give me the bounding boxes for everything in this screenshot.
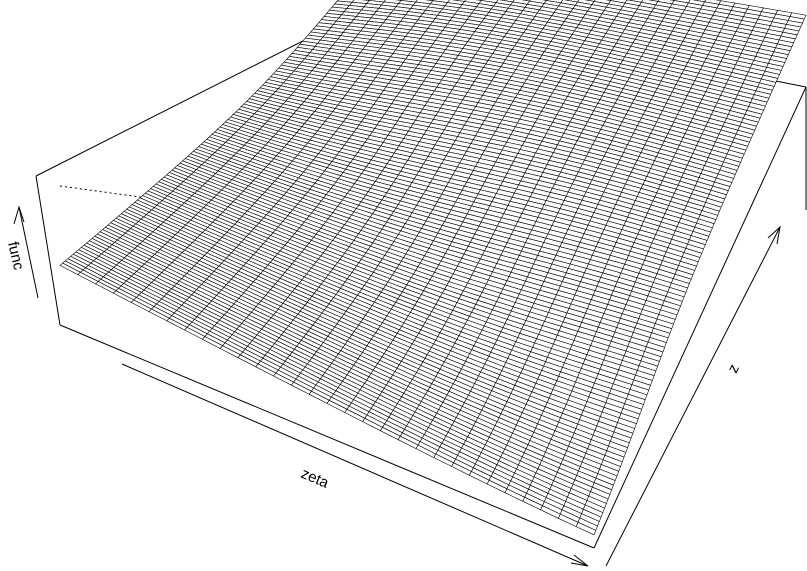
- axis-arrows: [13, 205, 781, 567]
- surface-facet: [575, 521, 597, 536]
- surface-mesh: [59, 0, 807, 536]
- x-axis-label: zeta: [298, 465, 331, 492]
- y-axis-label: z: [724, 361, 743, 375]
- z-axis-label: func: [4, 240, 27, 272]
- z-axis-arrow: [605, 226, 781, 567]
- func-arrowhead: [13, 205, 25, 225]
- z-arrowhead: [767, 225, 781, 245]
- box-edge-right-bottom: [593, 86, 807, 549]
- box-edge-left-vertical: [35, 175, 61, 326]
- zeta-axis-arrow: [121, 363, 589, 567]
- bounding-box-front: [59, 86, 807, 549]
- box-edge-front-bottom: [59, 324, 595, 549]
- func-axis-arrow: [18, 206, 39, 299]
- zeta-arrowhead: [570, 554, 589, 567]
